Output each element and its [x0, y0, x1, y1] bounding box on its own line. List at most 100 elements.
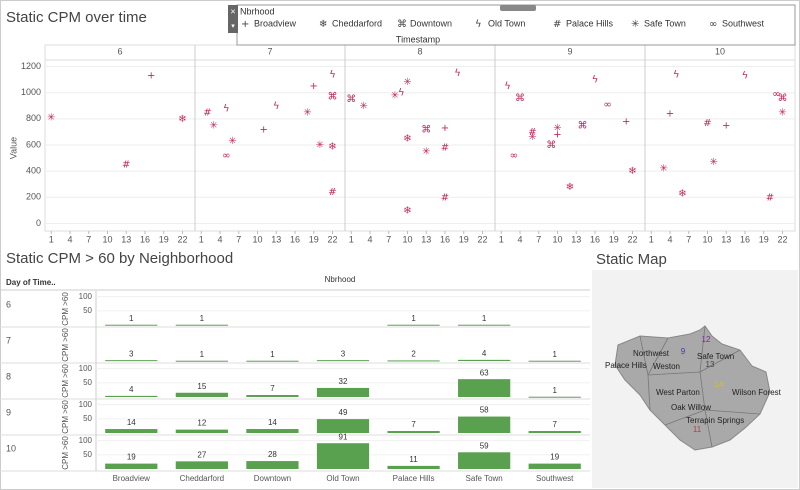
legend-label: Cheddarford: [332, 18, 382, 28]
map-marker: 9: [681, 347, 686, 356]
value-label: 1: [482, 314, 487, 323]
facet-label: 10: [715, 46, 725, 56]
value-label: 1: [270, 350, 275, 359]
region-label: Wilson Forest: [732, 388, 782, 397]
x-tick-label: 7: [536, 234, 541, 244]
x-tick-label: 1: [199, 234, 204, 244]
legend-toolbar[interactable]: [228, 5, 238, 33]
point: ✳: [316, 140, 324, 151]
bar: [528, 360, 581, 362]
bar: [105, 429, 158, 433]
bar: [246, 461, 299, 469]
point: #: [703, 118, 711, 129]
y-axis-title: CPM >60: [61, 400, 70, 434]
point: ✳: [778, 107, 786, 118]
bar: [175, 392, 228, 397]
bar: [458, 379, 511, 397]
point: ✳: [228, 136, 236, 147]
x-tick-label: Downtown: [254, 474, 291, 483]
value-label: 1: [552, 386, 557, 395]
bar: [528, 396, 581, 398]
x-tick-label: 4: [667, 234, 672, 244]
point: +: [147, 71, 155, 82]
facet-label: 6: [117, 46, 122, 56]
value-label: 1: [129, 314, 134, 323]
bar-panel: Static CPM > 60 by Neighborhood Day of T…: [0, 250, 590, 483]
facet-label: 8: [417, 46, 422, 56]
menu-icon[interactable]: ▾: [231, 23, 235, 30]
region-label: Northwest: [633, 349, 670, 358]
point: ∞: [772, 89, 780, 100]
x-tick-label: 16: [290, 234, 300, 244]
legend-title: Nbrhood: [240, 6, 275, 16]
x-tick-label: 19: [159, 234, 169, 244]
x-tick-label: Southwest: [536, 474, 574, 483]
legend-box: [236, 4, 796, 46]
legend-marker: ❄: [319, 19, 327, 30]
point: ϟ: [273, 101, 280, 112]
bar: [175, 324, 228, 326]
point: ❄: [403, 205, 411, 216]
value-label: 59: [480, 441, 489, 450]
value-label: 11: [409, 455, 418, 464]
bar: [105, 395, 158, 397]
value-label: 19: [550, 453, 559, 462]
legend-label: Palace Hills: [566, 18, 614, 28]
x-tick-label: 13: [271, 234, 281, 244]
bar: [458, 416, 511, 433]
bar: [387, 360, 440, 362]
map-marker: 12: [702, 335, 711, 344]
value-label: 32: [339, 377, 348, 386]
point: ϟ: [592, 75, 599, 86]
bar: [316, 387, 370, 397]
close-icon[interactable]: ×: [230, 6, 235, 16]
region-label: Safe Town: [697, 352, 734, 361]
map-title: Static Map: [596, 251, 667, 268]
x-tick-label: 10: [102, 234, 112, 244]
point: ⌘: [778, 93, 788, 104]
legend: × ▾ Nbrhood Timestamp + Broadview ❄ Cheddar…: [228, 4, 796, 46]
plot-frame: [44, 44, 796, 232]
point: #: [328, 187, 336, 198]
value-label: 91: [339, 432, 348, 441]
value-label: 15: [197, 382, 206, 391]
value-label: 14: [268, 418, 277, 427]
x-tick-label: 22: [627, 234, 637, 244]
x-tick-label: 7: [86, 234, 91, 244]
point: #: [766, 192, 774, 203]
region-borders: [639, 325, 761, 448]
bar: [175, 461, 228, 469]
y-tick-label: 100: [79, 400, 93, 409]
x-tick-label: 13: [571, 234, 581, 244]
drag-handle[interactable]: [500, 5, 536, 11]
point: +: [553, 130, 561, 141]
point: +: [666, 109, 674, 120]
point: ∞: [603, 99, 611, 110]
point: ϟ: [223, 103, 230, 114]
point: ✳: [528, 132, 536, 143]
bar: [528, 463, 581, 469]
region-label: Terrapin Springs: [686, 416, 744, 425]
legend-label: Safe Town: [644, 18, 686, 28]
point: ❄: [328, 141, 336, 152]
x-tick-label: 13: [121, 234, 131, 244]
y-tick-label: 100: [79, 364, 93, 373]
point: ✳: [660, 164, 668, 175]
point: +: [722, 120, 730, 131]
x-tick-label: 7: [386, 234, 391, 244]
y-tick-label: 50: [83, 414, 92, 423]
chart-title: Static CPM > 60 by Neighborhood: [6, 250, 233, 267]
y-tick-label: 50: [83, 306, 92, 315]
region-label: West Parton: [656, 388, 700, 397]
value-label: 3: [129, 349, 134, 358]
value-label: 63: [480, 368, 489, 377]
point: ⌘: [346, 94, 356, 105]
bar: [246, 429, 299, 433]
point: ϟ: [673, 69, 680, 80]
x-tick-label: 19: [309, 234, 319, 244]
bar: [246, 395, 299, 397]
point: #: [203, 107, 211, 118]
y-tick-label: 50: [83, 378, 92, 387]
map-marker: 11: [693, 425, 702, 434]
